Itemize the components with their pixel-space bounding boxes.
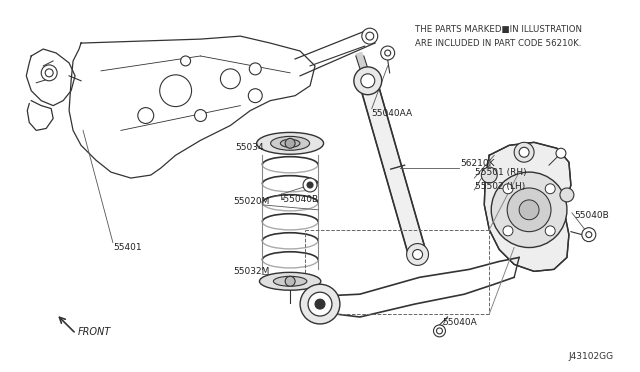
Circle shape [545, 184, 555, 194]
Circle shape [248, 89, 262, 103]
Text: 55502 (LH): 55502 (LH) [476, 182, 525, 190]
Circle shape [503, 226, 513, 236]
Circle shape [519, 147, 529, 157]
Circle shape [285, 276, 295, 286]
Circle shape [41, 65, 57, 81]
Ellipse shape [273, 276, 307, 286]
Circle shape [406, 244, 429, 265]
Circle shape [503, 184, 513, 194]
Text: 55020M: 55020M [234, 198, 269, 206]
Ellipse shape [280, 140, 300, 147]
Circle shape [45, 69, 53, 77]
Text: 55040AA: 55040AA [372, 109, 413, 118]
Circle shape [362, 28, 378, 44]
Text: 55040A: 55040A [442, 318, 477, 327]
Circle shape [381, 46, 395, 60]
Circle shape [556, 148, 566, 158]
Circle shape [315, 299, 325, 309]
Text: 55501 (RH): 55501 (RH) [476, 168, 527, 177]
Text: THE PARTS MARKED■IN ILLUSTRATION: THE PARTS MARKED■IN ILLUSTRATION [415, 25, 582, 34]
Circle shape [492, 172, 567, 247]
Polygon shape [359, 78, 426, 257]
Text: ╘55040B: ╘55040B [278, 195, 318, 204]
Circle shape [560, 188, 574, 202]
Circle shape [303, 178, 317, 192]
Ellipse shape [271, 137, 310, 150]
Text: 55040B: 55040B [574, 211, 609, 220]
Circle shape [582, 228, 596, 241]
Circle shape [545, 226, 555, 236]
Text: J43102GG: J43102GG [569, 352, 614, 361]
Circle shape [507, 188, 551, 232]
Polygon shape [484, 142, 571, 271]
Circle shape [413, 250, 422, 259]
Ellipse shape [257, 132, 324, 154]
Circle shape [250, 63, 261, 75]
Circle shape [361, 74, 375, 88]
Circle shape [307, 182, 313, 188]
Text: 55034: 55034 [236, 143, 264, 152]
Circle shape [285, 138, 295, 148]
Circle shape [514, 142, 534, 162]
Circle shape [433, 325, 445, 337]
Circle shape [180, 56, 191, 66]
Circle shape [220, 69, 241, 89]
Circle shape [481, 167, 497, 183]
Circle shape [308, 292, 332, 316]
Circle shape [519, 200, 539, 220]
Text: 56210K: 56210K [460, 159, 495, 168]
Circle shape [138, 108, 154, 124]
Text: 55401: 55401 [113, 243, 141, 252]
Text: 55032M: 55032M [234, 267, 269, 276]
Circle shape [354, 67, 381, 95]
Ellipse shape [259, 272, 321, 290]
Text: FRONT: FRONT [78, 327, 111, 337]
Circle shape [160, 75, 191, 107]
Text: ARE INCLUDED IN PART CODE 56210K.: ARE INCLUDED IN PART CODE 56210K. [415, 39, 581, 48]
Circle shape [195, 110, 207, 122]
Circle shape [300, 284, 340, 324]
